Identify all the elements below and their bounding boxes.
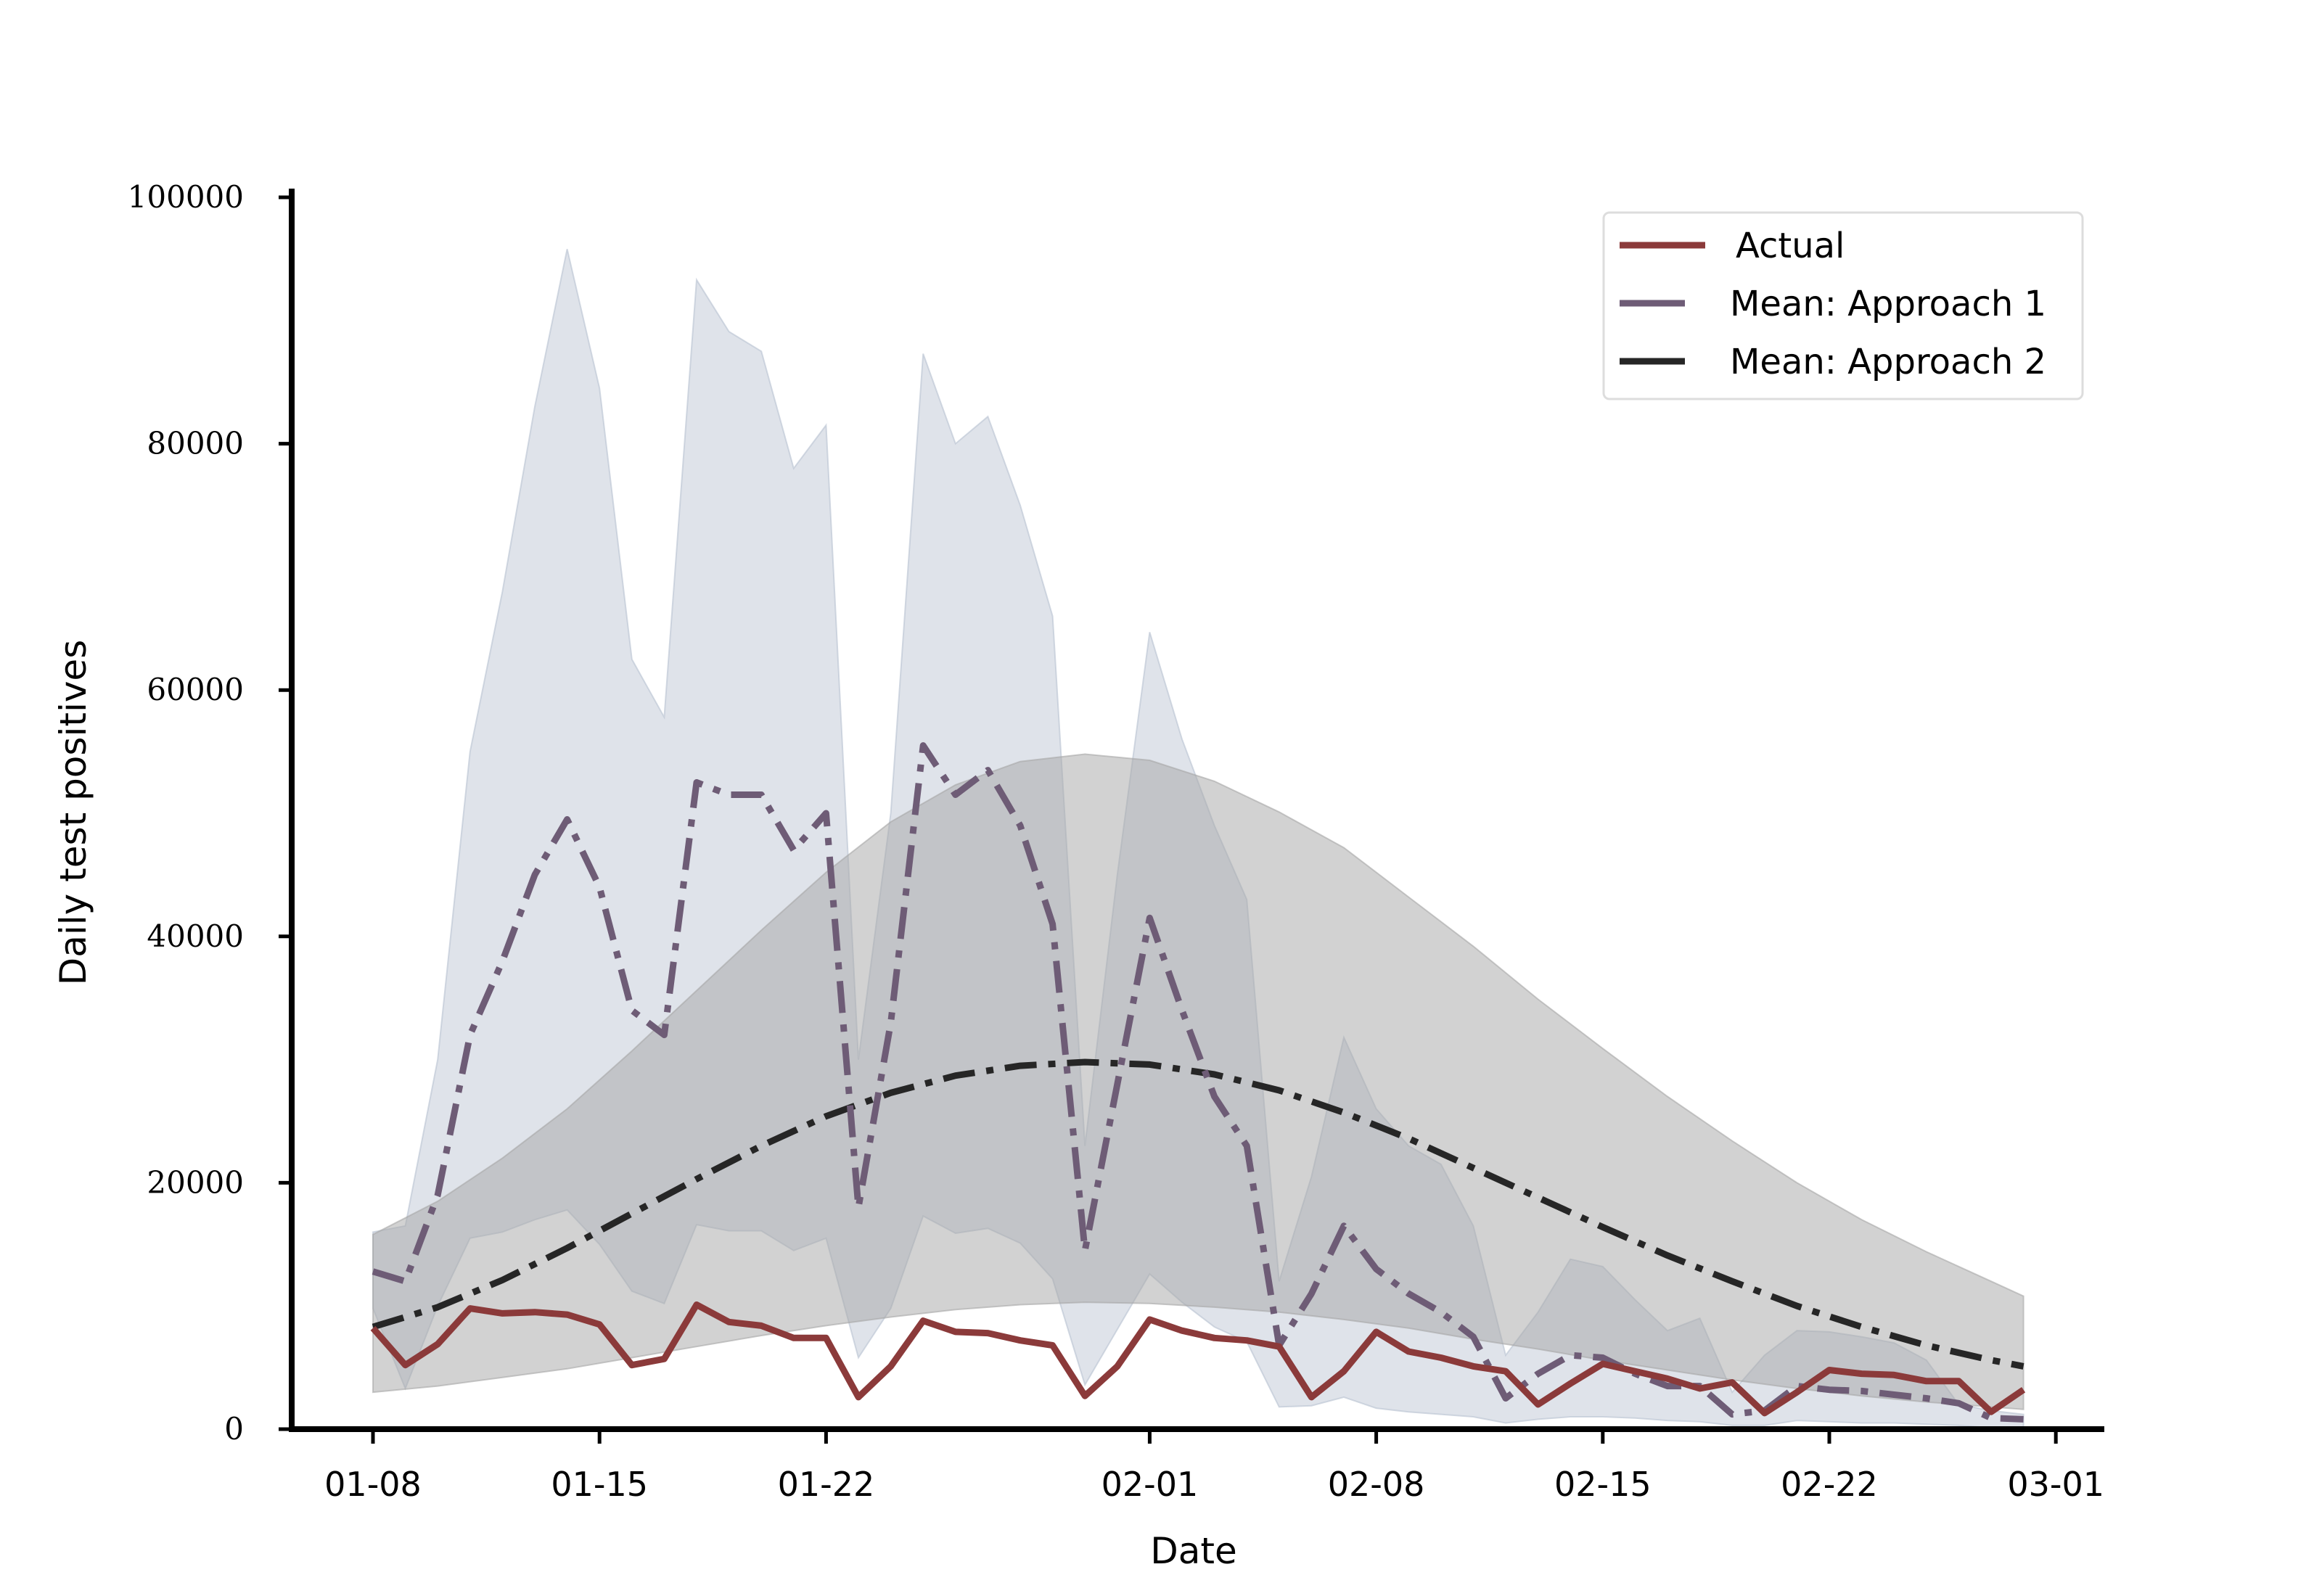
x-tick-label: 03-01 bbox=[2007, 1465, 2104, 1504]
x-tick-label: 01-22 bbox=[778, 1465, 875, 1504]
band-approach-2-interval bbox=[372, 753, 2024, 1410]
y-ticks: 0 20000 40000 60000 80000 100000 bbox=[128, 179, 292, 1447]
y-tick-label: 80000 bbox=[147, 426, 244, 461]
x-tick-label: 02-08 bbox=[1328, 1465, 1425, 1504]
y-axis-label: Daily test positives bbox=[52, 640, 94, 986]
x-tick-label: 02-01 bbox=[1101, 1465, 1199, 1504]
series-line-actual bbox=[370, 1301, 2026, 1417]
legend: Actual Mean: Approach 1 Mean: Approach 2 bbox=[1602, 211, 2084, 400]
legend-label-actual: Actual bbox=[1736, 226, 1845, 266]
series-lines bbox=[370, 742, 2026, 1423]
legend-box bbox=[1602, 211, 2084, 400]
y-tick-label: 0 bbox=[224, 1411, 244, 1447]
x-ticks: 01-08 01-15 01-22 02-01 02-08 02-15 02-22 03-01 bbox=[324, 1429, 2104, 1504]
x-axis-label: Date bbox=[1150, 1530, 1237, 1572]
y-tick-label: 20000 bbox=[147, 1164, 244, 1200]
axes bbox=[289, 189, 2104, 1432]
x-tick-label: 01-08 bbox=[324, 1465, 422, 1504]
legend-label-approach-1: Mean: Approach 1 bbox=[1730, 284, 2046, 324]
x-tick-label: 02-22 bbox=[1781, 1465, 1878, 1504]
series-line-mean-approach-1 bbox=[372, 742, 2024, 1423]
confidence-bands bbox=[372, 249, 2024, 1429]
x-tick-label: 01-15 bbox=[551, 1465, 648, 1504]
y-tick-label: 100000 bbox=[128, 179, 244, 215]
x-tick-label: 02-15 bbox=[1554, 1465, 1652, 1504]
legend-label-approach-2: Mean: Approach 2 bbox=[1730, 342, 2046, 382]
series-line-mean-approach-2 bbox=[372, 1058, 2024, 1370]
y-tick-label: 40000 bbox=[147, 918, 244, 954]
y-tick-label: 60000 bbox=[147, 672, 244, 707]
